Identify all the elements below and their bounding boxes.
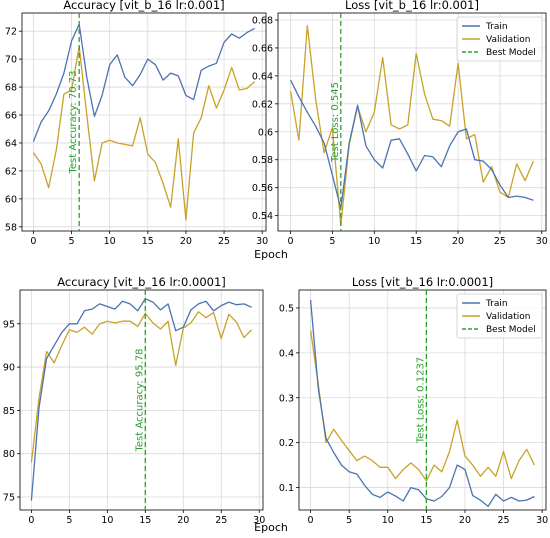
legend-label: Train (485, 299, 508, 309)
legend-label: Best Model (486, 325, 536, 335)
legend-box (456, 16, 543, 62)
train-series-line (32, 23, 255, 142)
y-tick-label: 64 (5, 138, 17, 149)
x-tick-label: 0 (30, 236, 36, 247)
y-tick-label: 75 (3, 493, 15, 504)
x-tick-label: 25 (494, 236, 506, 247)
train-series-line (309, 299, 535, 508)
x-tick-label: 20 (180, 236, 192, 247)
legend-box (456, 293, 543, 339)
y-tick-label: 68 (5, 83, 17, 94)
y-tick-label: 66 (5, 111, 17, 122)
x-tick-label: 30 (256, 236, 268, 247)
y-tick-label: 0.2 (279, 438, 294, 449)
legend: Train Validation Best Model (456, 293, 543, 339)
x-tick-label: 20 (177, 515, 189, 526)
x-tick-label: 20 (452, 236, 464, 247)
plot-frame (298, 289, 547, 511)
y-tick-label: 0.68 (252, 15, 273, 26)
chart-title: Loss [vit_b_16 lr:0.0001] (352, 275, 493, 289)
y-tick-label: 0.1 (279, 483, 294, 494)
plot-frame (277, 12, 547, 232)
x-tick-label: 5 (329, 236, 335, 247)
y-tick-label: 0.5 (279, 303, 294, 314)
y-tick-label: 60 (5, 194, 17, 205)
x-tick-label: 5 (346, 515, 352, 526)
chart-panel-4: 0 5 10 15 20 25 30 0.1 0.2 0.3 0.4 0.5 Loss [vit_b_1… (279, 275, 548, 526)
y-tick-label: 70 (5, 55, 17, 66)
y-tick-label: 0.3 (279, 393, 294, 404)
legend-label: Train (485, 22, 508, 32)
y-tick-label: 0.62 (252, 99, 273, 110)
y-tick-label: 95 (3, 319, 15, 330)
x-tick-label: 25 (218, 236, 230, 247)
y-tick-label: 0.4 (279, 348, 294, 359)
x-tick-label: 0 (288, 236, 294, 247)
validation-series-line (30, 311, 253, 463)
shared-xlabel-top: Epoch (254, 248, 288, 261)
x-tick-label: 10 (104, 236, 116, 247)
x-tick-label: 15 (139, 515, 151, 526)
y-tick-label: 0.58 (252, 155, 273, 166)
y-tick-label: 90 (3, 363, 15, 374)
y-tick-label: 0.6 (258, 127, 273, 138)
x-tick-label: 5 (69, 236, 75, 247)
validation-series-line (32, 45, 256, 221)
validation-series-line (309, 330, 535, 482)
best-model-annotation: Test Accuracy: 70.73 (68, 71, 79, 175)
x-tick-label: 30 (536, 515, 548, 526)
plot-frame (21, 12, 267, 232)
y-tick-label: 0.56 (252, 183, 273, 194)
chart-title: Accuracy [vit_b_16 lr:0.0001] (57, 275, 226, 289)
chart-title: Loss [vit_b_16 lr:0.001] (345, 0, 479, 12)
y-tick-label: 58 (5, 222, 17, 233)
x-tick-label: 15 (410, 236, 422, 247)
y-tick-label: 0.64 (252, 71, 273, 82)
x-tick-label: 20 (459, 515, 471, 526)
best-model-annotation: Test Accuracy: 95.78 (134, 349, 145, 453)
legend: Train Validation Best Model (456, 16, 543, 62)
x-tick-label: 5 (66, 515, 72, 526)
y-tick-label: 62 (5, 166, 17, 177)
legend-label: Best Model (486, 48, 536, 58)
x-tick-label: 0 (28, 515, 34, 526)
train-series-line (290, 79, 534, 210)
y-tick-label: 0.54 (252, 211, 273, 222)
x-tick-label: 30 (536, 236, 548, 247)
plot-frame (19, 289, 264, 511)
shared-xlabel-bottom: Epoch (254, 521, 288, 534)
train-series-line (30, 298, 252, 501)
x-tick-label: 25 (498, 515, 510, 526)
x-tick-label: 25 (215, 515, 227, 526)
chart-title: Accuracy [vit_b_16 lr:0.001] (63, 0, 224, 12)
x-tick-label: 30 (253, 515, 265, 526)
chart-panel-2: 0 5 10 15 20 25 30 0.54 0.56 0.58 0.6 0.62 0.64 0.66 0… (252, 0, 548, 247)
legend-label: Validation (486, 312, 530, 322)
best-model-annotation: Test Loss: 0.545 (330, 82, 341, 163)
y-tick-label: 85 (3, 406, 15, 417)
chart-panel-3: 0 5 10 15 20 25 30 75 80 85 90 95 Accuracy [vit_b_16… (3, 275, 265, 526)
x-tick-label: 10 (368, 236, 380, 247)
best-model-annotation: Test Loss: 0.1237 (415, 357, 426, 444)
legend-label: Validation (486, 35, 530, 45)
x-tick-label: 15 (142, 236, 154, 247)
chart-panel-1: 0 5 10 15 20 25 30 58 60 62 64 66 68 70 72 Accuracy [vi… (5, 0, 268, 247)
y-tick-label: 80 (3, 449, 15, 460)
x-tick-label: 0 (308, 515, 314, 526)
x-tick-label: 15 (420, 515, 432, 526)
y-tick-label: 72 (5, 27, 17, 38)
y-tick-label: 0.66 (252, 43, 273, 54)
x-tick-label: 10 (101, 515, 113, 526)
x-tick-label: 10 (382, 515, 394, 526)
